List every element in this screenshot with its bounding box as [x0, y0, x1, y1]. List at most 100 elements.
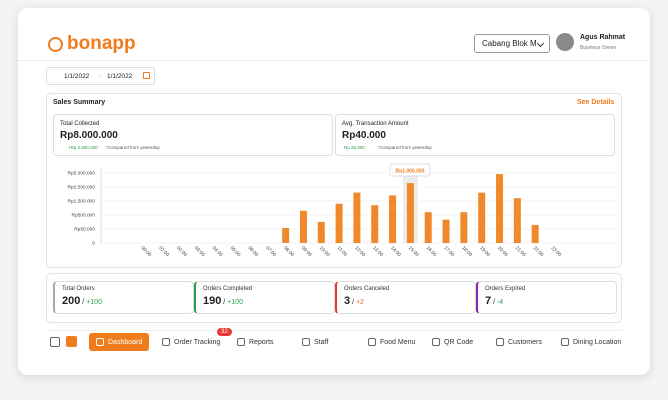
logo-text: bonapp: [67, 33, 136, 54]
nav-item[interactable]: Reports: [237, 333, 274, 351]
stat-value: 3: [344, 295, 351, 307]
nav-item[interactable]: Food Menu: [368, 333, 415, 351]
nav-item[interactable]: Order Tracking: [162, 333, 220, 351]
user-role: Business Owner: [580, 45, 617, 51]
bar: [460, 212, 468, 243]
stat-change: +100: [227, 299, 243, 306]
sales-panel: [46, 93, 622, 268]
stat-sep: /: [80, 299, 87, 306]
stat-change: +2: [355, 299, 364, 306]
nav-item[interactable]: Dashboard: [89, 333, 150, 351]
stat-change: +100: [86, 299, 102, 306]
nav-label: Dashboard: [108, 338, 143, 346]
x-tick-label: 20:00: [496, 245, 509, 258]
bar: [424, 212, 432, 243]
y-tick-label: Rp500.000: [72, 213, 96, 219]
x-tick-label: 22:00: [532, 245, 545, 258]
nav-label: Dining Location: [573, 338, 622, 346]
stat-label: Total Orders: [62, 286, 95, 292]
calendar-button[interactable]: [50, 337, 60, 347]
nav-item[interactable]: Dining Location: [561, 333, 621, 351]
avatar[interactable]: [556, 33, 574, 51]
x-tick-label: 05:00: [229, 245, 242, 258]
bar: [282, 228, 290, 243]
nav-item[interactable]: Staff: [302, 333, 328, 351]
x-tick-label: 11:00: [336, 245, 349, 258]
card-change: Rp 25.000: [344, 145, 365, 150]
x-tick-label: 00:00: [140, 245, 153, 258]
stat-sep: /: [221, 299, 228, 306]
x-tick-label: 12:00: [353, 245, 366, 258]
date-sep: -: [99, 73, 102, 80]
bar: [513, 198, 521, 243]
branch-select[interactable]: Cabang Blok M: [474, 34, 550, 53]
y-tick-label: Rp50.000: [74, 227, 95, 233]
card-label: Total Collected: [60, 121, 100, 127]
x-tick-label: 08:00: [282, 245, 295, 258]
x-tick-label: 01:00: [157, 245, 170, 258]
tooltip-text: Rp1.000.000: [396, 169, 425, 175]
see-details[interactable]: See Details: [577, 99, 615, 106]
chart: Rp1.000.000 0 Rp50.000 Rp500.000 Rp1.500.00…: [68, 163, 616, 258]
bar: [442, 219, 450, 243]
stat-value-row: 200 / +100: [62, 295, 186, 307]
expand-button[interactable]: [66, 336, 77, 347]
nav-label: Food Menu: [380, 338, 416, 346]
nav-icon: [96, 338, 104, 346]
x-tick-label: 07:00: [264, 245, 277, 258]
nav-icon: [496, 338, 504, 346]
summary-card: Avg. Transaction Amount Rp40.000 Rp 25.0…: [335, 114, 615, 156]
bar: [496, 174, 504, 243]
stat-label: Orders Expired: [485, 286, 526, 292]
date-range[interactable]: 1/1/2022 - 1/1/2022: [46, 67, 155, 85]
nav-label: Order Tracking: [174, 338, 221, 346]
stat-sep: /: [491, 299, 497, 306]
x-tick-label: 06:00: [247, 245, 260, 258]
nav-icon: [302, 338, 310, 346]
bar: [478, 192, 486, 243]
divider: [18, 60, 650, 61]
card-note: *Compared from yesterday: [106, 145, 160, 150]
badge: 32: [217, 328, 232, 336]
divider: [46, 330, 622, 331]
y-tick-label: Rp2.500.000: [68, 185, 96, 191]
x-tick-label: 19:00: [478, 245, 491, 258]
stat-sep: /: [350, 299, 356, 306]
section-title: Sales Summary: [53, 99, 106, 106]
nav-icon: [237, 338, 245, 346]
logo[interactable]: bonapp: [48, 33, 136, 55]
bar: [389, 195, 397, 243]
y-tick-label: 0: [92, 241, 95, 247]
nav-icon: [432, 338, 440, 346]
nav-icon: [162, 338, 170, 346]
stat-card: Orders Completed 190 / +100: [194, 281, 335, 314]
nav-item[interactable]: Customers: [496, 333, 542, 351]
bar: [335, 203, 343, 243]
x-tick-label: 14:00: [389, 245, 402, 258]
card-label: Avg. Transaction Amount: [342, 121, 409, 127]
card-value: Rp40.000: [342, 130, 386, 141]
stat-label: Orders Completed: [203, 286, 253, 292]
nav-label: QR Code: [444, 338, 474, 346]
nav-item[interactable]: QR Code: [432, 333, 473, 351]
stat-value: 7: [485, 295, 492, 307]
bar: [353, 192, 361, 243]
nav-label: Customers: [508, 338, 542, 346]
stat-card: Total Orders 200 / +100: [53, 281, 194, 314]
stat-label: Orders Canceled: [344, 286, 390, 292]
stat-value-row: 3 / +2: [344, 295, 468, 307]
bar: [371, 205, 379, 243]
x-tick-label: 17:00: [443, 245, 456, 258]
calendar-icon: [143, 72, 150, 79]
stat-change: -4: [496, 299, 504, 306]
stat-card: Orders Canceled 3 / +2: [335, 281, 476, 314]
nav-label: Staff: [314, 338, 329, 346]
x-tick-label: 18:00: [460, 245, 473, 258]
branch-text: Cabang Blok M: [482, 39, 537, 48]
nav-label: Reports: [249, 338, 274, 346]
x-tick-label: 03:00: [193, 245, 206, 258]
card-note: *Compared from yesterday: [378, 145, 432, 150]
card-change: +Rp 2.500.000: [68, 145, 98, 150]
nav-icon: [561, 338, 569, 346]
